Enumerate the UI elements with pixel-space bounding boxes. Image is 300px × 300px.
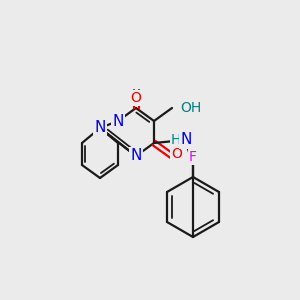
Text: F: F bbox=[189, 150, 197, 164]
Text: O: O bbox=[130, 91, 141, 105]
Text: OH: OH bbox=[180, 101, 201, 115]
Text: H: H bbox=[171, 133, 181, 147]
Text: N: N bbox=[112, 113, 124, 128]
Text: O: O bbox=[172, 147, 182, 161]
Text: N: N bbox=[94, 121, 106, 136]
Text: N: N bbox=[180, 133, 192, 148]
Text: N: N bbox=[130, 148, 142, 164]
